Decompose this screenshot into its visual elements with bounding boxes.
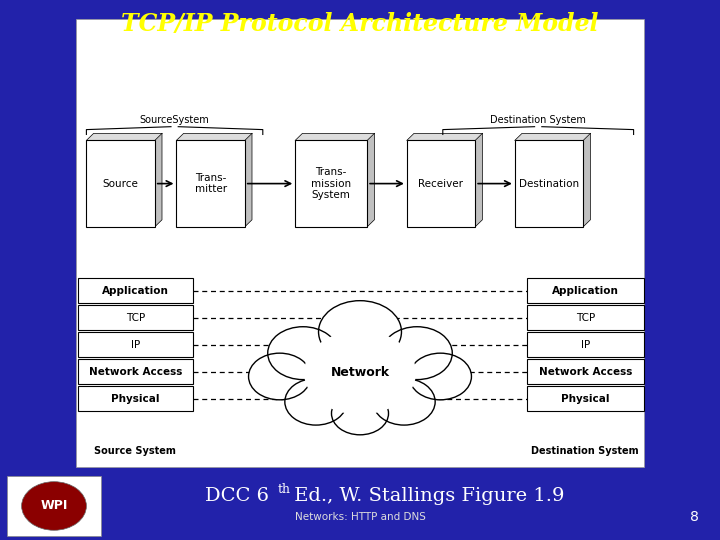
Text: Network: Network [330,366,390,379]
FancyBboxPatch shape [527,332,644,357]
FancyBboxPatch shape [86,140,155,227]
Circle shape [331,392,389,435]
FancyBboxPatch shape [78,332,193,357]
Text: Trans-
mitter: Trans- mitter [194,173,227,194]
Text: Network Access: Network Access [539,367,632,376]
Polygon shape [86,133,162,140]
FancyBboxPatch shape [527,278,644,303]
Text: IP: IP [581,340,590,349]
Circle shape [303,330,417,415]
FancyBboxPatch shape [527,305,644,330]
Circle shape [382,327,452,380]
Polygon shape [295,133,374,140]
Text: Application: Application [552,286,619,295]
Text: Source System: Source System [94,446,176,456]
Text: 8: 8 [690,510,698,524]
Text: TCP/IP Protocol Architecture Model: TCP/IP Protocol Architecture Model [121,12,599,36]
Text: TCP: TCP [576,313,595,322]
FancyBboxPatch shape [515,140,583,227]
Polygon shape [176,133,252,140]
Text: SourceSystem: SourceSystem [140,114,210,125]
FancyBboxPatch shape [527,386,644,411]
Circle shape [268,327,338,380]
Text: Physical: Physical [111,394,160,403]
Text: DCC 6: DCC 6 [205,487,269,505]
Polygon shape [407,133,482,140]
Text: IP: IP [131,340,140,349]
FancyBboxPatch shape [295,140,367,227]
FancyBboxPatch shape [78,359,193,384]
Circle shape [22,482,86,530]
Text: Destination System: Destination System [531,446,639,456]
Circle shape [248,353,311,400]
FancyBboxPatch shape [7,476,101,536]
FancyBboxPatch shape [527,359,644,384]
Polygon shape [155,133,162,227]
Text: Source: Source [103,179,138,188]
Polygon shape [245,133,252,227]
Text: Ed., W. Stallings Figure 1.9: Ed., W. Stallings Figure 1.9 [288,487,564,505]
Circle shape [373,379,435,425]
FancyBboxPatch shape [176,140,245,227]
Text: Destination: Destination [519,179,579,188]
Polygon shape [475,133,482,227]
FancyBboxPatch shape [407,140,475,227]
Text: WPI: WPI [40,500,68,512]
Polygon shape [583,133,590,227]
Polygon shape [515,133,590,140]
Circle shape [318,301,402,363]
FancyBboxPatch shape [78,305,193,330]
Text: TCP: TCP [126,313,145,322]
Text: Network Access: Network Access [89,367,182,376]
Text: Receiver: Receiver [418,179,464,188]
Circle shape [409,353,472,400]
FancyBboxPatch shape [78,386,193,411]
Text: Destination System: Destination System [490,114,586,125]
FancyBboxPatch shape [76,19,644,467]
Text: Physical: Physical [562,394,610,403]
Text: th: th [277,483,290,496]
Circle shape [304,330,416,415]
FancyBboxPatch shape [78,278,193,303]
Text: Trans-
mission
System: Trans- mission System [311,167,351,200]
Polygon shape [367,133,374,227]
Text: Application: Application [102,286,168,295]
Circle shape [285,379,347,425]
Text: Networks: HTTP and DNS: Networks: HTTP and DNS [294,512,426,522]
